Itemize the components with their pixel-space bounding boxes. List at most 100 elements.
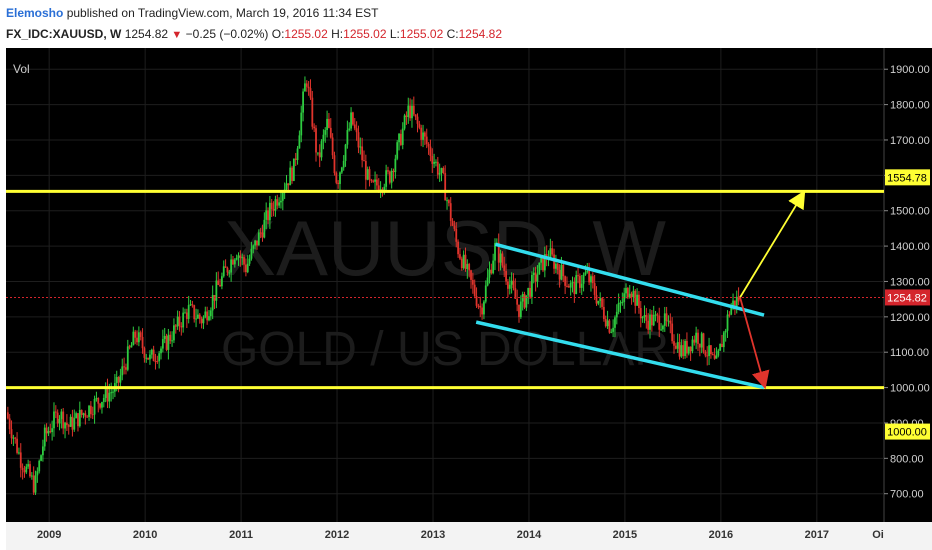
candle-body [195, 318, 197, 320]
x-tick-label: 2014 [517, 529, 542, 541]
candle-body [652, 314, 655, 326]
candle-body [6, 412, 9, 419]
candle-body [322, 134, 325, 142]
candle-body [101, 402, 103, 408]
candle-body [497, 242, 500, 263]
candle-body [34, 475, 37, 493]
candle-body [221, 276, 223, 287]
candle-body [19, 452, 22, 468]
candle-body [638, 294, 640, 309]
candle-body [674, 345, 677, 349]
candle-body [435, 161, 437, 163]
candle-body [62, 411, 65, 429]
candle-body [392, 170, 395, 173]
candle-body [615, 311, 618, 318]
candle-body [376, 179, 378, 186]
candle-body [285, 183, 288, 190]
candle-body [628, 293, 631, 298]
candle-body [560, 264, 563, 280]
candle-body [189, 304, 192, 306]
candle-body [355, 128, 358, 133]
channel-line [494, 242, 765, 317]
candle-body [503, 265, 506, 272]
candle-body [246, 263, 249, 273]
candle-body [593, 283, 596, 295]
candle-body [272, 209, 275, 211]
candle-body [724, 330, 727, 333]
candle-body [377, 185, 380, 192]
candle-body [51, 428, 54, 433]
x-tick-label: 2011 [229, 529, 253, 541]
y-tick-label: 800.00 [890, 453, 924, 465]
candle-body [47, 431, 50, 434]
y-tick-label: 1500.00 [890, 206, 930, 218]
candle-body [383, 186, 386, 191]
candle-body [667, 320, 670, 322]
candle-body [38, 460, 41, 472]
candle-body [612, 327, 615, 332]
candle-body [512, 280, 515, 289]
y-tick-label: 1100.00 [890, 347, 929, 359]
grid-lines [6, 48, 884, 522]
candle-body [711, 353, 714, 355]
candle-body [669, 320, 672, 324]
open-label: O: [271, 27, 285, 41]
author-link[interactable]: Elemosho [6, 6, 64, 20]
candle-body [311, 97, 314, 127]
candle-body [604, 318, 607, 327]
candle-body [484, 285, 487, 302]
candle-body [108, 392, 111, 402]
y-tick-label: 1700.00 [890, 135, 930, 147]
candle-body [556, 263, 559, 270]
candle-body [564, 276, 567, 286]
candle-body [84, 413, 87, 417]
candle-body [407, 105, 410, 117]
price-badge [885, 423, 930, 440]
candle-body [610, 331, 613, 333]
candle-body [346, 130, 349, 145]
candle-body [621, 301, 624, 303]
candle-body [580, 283, 583, 288]
candle-body [702, 333, 705, 352]
candle-body [466, 264, 469, 270]
candle-body [29, 464, 31, 477]
candle-body [588, 270, 591, 283]
published-text: published on TradingView.com, March 19, … [66, 6, 379, 20]
candle-body [324, 130, 327, 135]
candle-body [25, 466, 28, 473]
candle-body [665, 313, 668, 322]
candle-body [281, 192, 284, 201]
candle-body [117, 377, 120, 383]
candle-body [178, 316, 181, 327]
candle-body [357, 132, 360, 148]
candle-body [119, 375, 122, 383]
candle-body [184, 312, 186, 314]
candle-body [403, 115, 406, 129]
candle-body [328, 118, 330, 128]
candle-body [232, 259, 234, 265]
candle-body [158, 353, 161, 362]
price-badge [885, 289, 930, 306]
candle-body [446, 200, 448, 202]
candle-body [145, 357, 148, 359]
candle-body [436, 161, 439, 175]
candle-body [278, 202, 281, 206]
vol-label: Vol [13, 62, 30, 76]
price-axis[interactable]: 700.00800.00900.001000.001100.001200.001… [884, 64, 930, 501]
candle-body [444, 173, 447, 201]
candle-body [99, 403, 102, 408]
candle-body [137, 332, 140, 343]
candle-body [656, 314, 659, 316]
candle-body [625, 288, 627, 294]
candle-body [555, 263, 557, 269]
candle-body [471, 279, 474, 285]
price-badge-label: 1000.00 [887, 427, 927, 439]
candle-body [93, 398, 96, 415]
candle-body [257, 232, 260, 246]
candle-body [110, 392, 113, 394]
time-axis[interactable]: 2009 2010 2011 2012 2013 2014 2015 2016 2017 Oi [37, 529, 884, 541]
x-tick-label: Oi [872, 529, 884, 541]
candle-body [687, 346, 690, 354]
candle-body [722, 332, 725, 348]
